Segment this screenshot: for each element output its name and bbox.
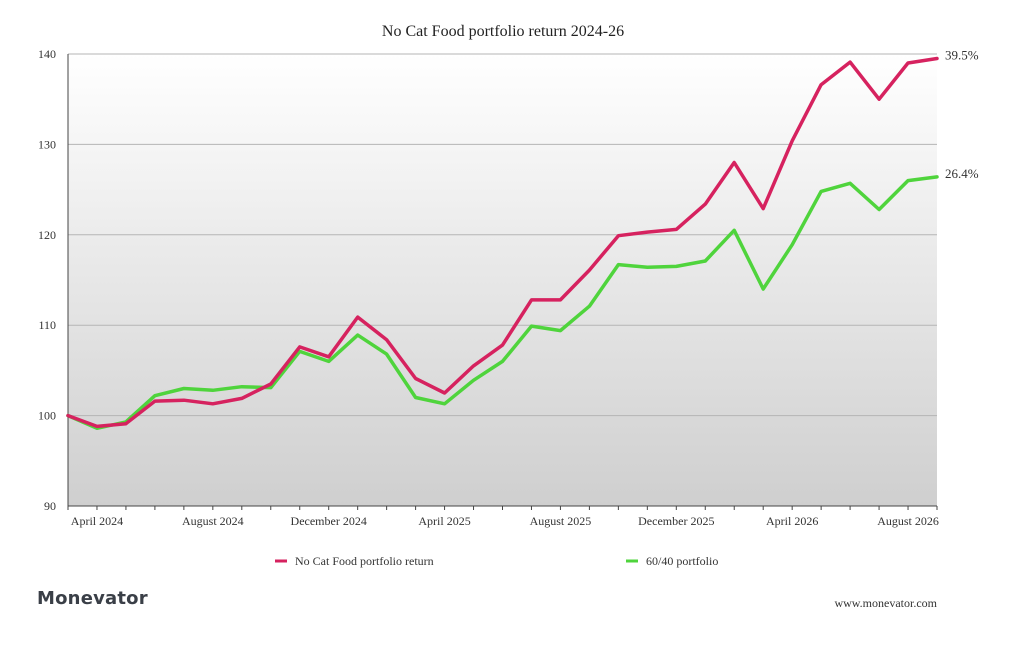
website-url: www.monevator.com: [834, 596, 937, 610]
y-tick-label: 120: [38, 228, 56, 242]
y-tick-label: 140: [38, 47, 56, 61]
x-tick-label: April 2026: [766, 514, 818, 528]
y-tick-label: 130: [38, 137, 56, 151]
x-tick-label: April 2025: [418, 514, 470, 528]
y-axis-ticks: 90 100 110 120 130 140: [38, 47, 56, 513]
series-line-no-cat-food: [66, 56, 939, 429]
x-tick-label: December 2024: [291, 514, 367, 528]
y-tick-label: 90: [44, 499, 56, 513]
end-label-60-40: 26.4%: [945, 166, 979, 181]
x-tick-label: April 2024: [71, 514, 123, 528]
axes: [67, 54, 937, 507]
legend-label-60-40: 60/40 portfolio: [646, 554, 718, 568]
series-line-60-40: [66, 175, 939, 431]
y-tick-label: 110: [38, 318, 56, 332]
x-tick-label: August 2025: [530, 514, 592, 528]
end-label-no-cat-food: 39.5%: [945, 48, 979, 63]
monevator-logo: Monevator: [37, 588, 148, 609]
x-tick-label: August 2026: [877, 514, 939, 528]
x-tick-label: August 2024: [182, 514, 244, 528]
plot-area: [68, 54, 937, 506]
end-labels: 39.5% 26.4%: [945, 48, 979, 181]
y-tick-label: 100: [38, 409, 56, 423]
x-tick-label: December 2025: [638, 514, 714, 528]
legend: No Cat Food portfolio return 60/40 portfo…: [275, 554, 718, 568]
legend-label-no-cat-food: No Cat Food portfolio return: [295, 554, 434, 568]
series-lines: [66, 56, 939, 431]
chart-title: No Cat Food portfolio return 2024-26: [382, 23, 624, 40]
x-axis-ticks: April 2024 August 2024 December 2024 April …: [67, 506, 939, 528]
